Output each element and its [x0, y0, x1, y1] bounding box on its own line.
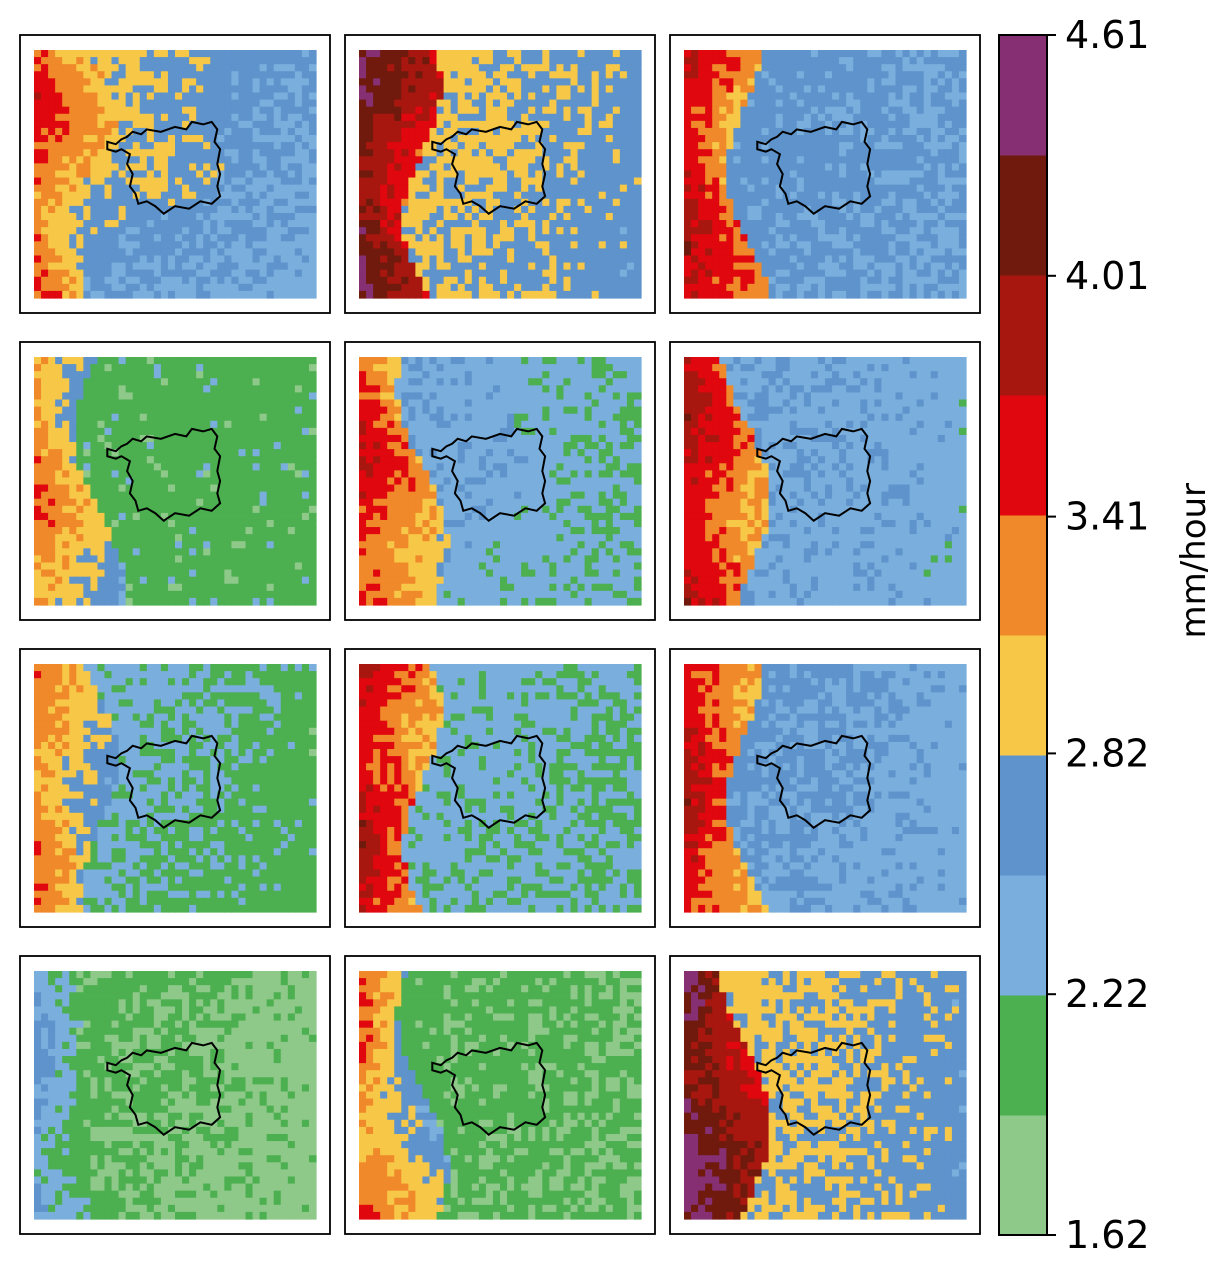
- rain-field: [359, 50, 642, 299]
- panel-r2c2: [344, 341, 656, 621]
- panel-r4c2: [344, 955, 656, 1235]
- colorbar-tick-label: 3.41: [1065, 495, 1150, 539]
- colorbar-frame: [998, 34, 1048, 1236]
- catchment-outline: [106, 734, 222, 829]
- rain-field: [359, 664, 642, 913]
- colorbar-swatch: [999, 1115, 1047, 1236]
- rain-field: [684, 664, 967, 913]
- rain-field: [359, 971, 642, 1220]
- colorbar-label: mm/hour: [1174, 483, 1214, 639]
- colorbar-swatch: [999, 35, 1047, 156]
- panel-r2c3: [669, 341, 981, 621]
- catchment-outline: [756, 734, 872, 829]
- panel-r3c3: [669, 648, 981, 928]
- rain-field: [684, 50, 967, 299]
- panel-r4c3: [669, 955, 981, 1235]
- rain-field: [359, 357, 642, 606]
- colorbar-swatch: [999, 755, 1047, 876]
- catchment-outline: [431, 1041, 547, 1136]
- catchment-outline: [431, 427, 547, 522]
- colorbar-swatches: [999, 35, 1047, 1236]
- panel-r1c2: [344, 34, 656, 314]
- map-panels-grid: [19, 34, 981, 1235]
- colorbar-swatch: [999, 995, 1047, 1116]
- colorbar-tick-label: 2.82: [1065, 731, 1150, 775]
- catchment-outline: [106, 427, 222, 522]
- colorbar-swatch: [999, 875, 1047, 996]
- catchment-outline: [106, 120, 222, 215]
- panel-r2c1: [19, 341, 331, 621]
- panel-r3c2: [344, 648, 656, 928]
- catchment-outline: [756, 1041, 872, 1136]
- colorbar-ticks: 4.61 4.01 3.41 2.82 2.22 1.62: [1047, 13, 1150, 1257]
- catchment-outline: [431, 120, 547, 215]
- catchment-outline: [756, 427, 872, 522]
- rain-field: [684, 971, 967, 1220]
- colorbar-swatch: [999, 395, 1047, 516]
- rain-field: [34, 357, 317, 606]
- panel-r1c1: [19, 34, 331, 314]
- panel-r4c1: [19, 955, 331, 1235]
- rain-field: [34, 50, 317, 299]
- colorbar-swatch: [999, 275, 1047, 396]
- colorbar-tick-label: 1.62: [1065, 1213, 1150, 1257]
- colorbar: 4.61 4.01 3.41 2.82 2.22 1.62 mm/hour: [998, 13, 1214, 1257]
- colorbar-tick-label: 4.01: [1065, 254, 1150, 298]
- rain-field: [34, 664, 317, 913]
- rain-field: [684, 357, 967, 606]
- catchment-outline: [431, 734, 547, 829]
- panel-r3c1: [19, 648, 331, 928]
- rain-field: [34, 971, 317, 1220]
- panel-r1c3: [669, 34, 981, 314]
- colorbar-swatch: [999, 155, 1047, 276]
- colorbar-swatch: [999, 635, 1047, 756]
- catchment-outline: [756, 120, 872, 215]
- colorbar-tick-label: 2.22: [1065, 972, 1150, 1016]
- colorbar-tick-label: 4.61: [1065, 13, 1150, 57]
- colorbar-swatch: [999, 515, 1047, 636]
- catchment-outline: [106, 1041, 222, 1136]
